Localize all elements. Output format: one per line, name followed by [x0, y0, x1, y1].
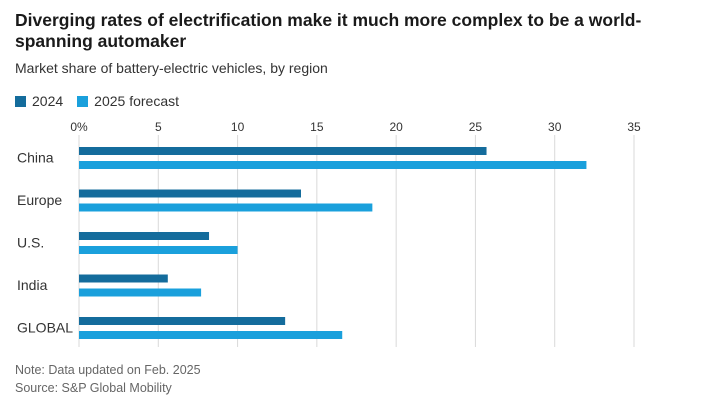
category-label-u-s: U.S. — [17, 235, 44, 251]
x-tick-label-20: 20 — [389, 120, 403, 134]
category-label-china: China — [17, 150, 54, 166]
bar-global-2024 — [79, 317, 286, 325]
chart-note: Note: Data updated on Feb. 2025 — [15, 363, 201, 377]
legend-item-2024: 2024 — [15, 93, 63, 109]
x-tick-label-25: 25 — [469, 120, 483, 134]
chart-subtitle: Market share of battery-electric vehicle… — [15, 60, 328, 76]
legend-swatch-2024 — [15, 95, 26, 107]
legend-label-2024: 2024 — [32, 93, 64, 109]
bar-india-2024 — [79, 274, 168, 283]
x-tick-label-10: 10 — [231, 120, 245, 134]
legend-item-2025-forecast: 2025 forecast — [77, 93, 179, 109]
category-label-europe: Europe — [17, 192, 62, 208]
category-label-global: GLOBAL — [17, 320, 73, 336]
x-tick-label-15: 15 — [310, 120, 324, 134]
chart-legend: 2024 2025 forecast — [15, 93, 193, 109]
legend-swatch-2025-forecast — [77, 95, 89, 107]
x-tick-label-0: 0% — [70, 120, 88, 134]
category-label-india: India — [17, 277, 48, 293]
chart-title: Diverging rates of electrification make … — [15, 10, 642, 51]
bar-china-2025-forecast — [79, 161, 587, 169]
chart-source: Source: S&P Global Mobility — [15, 381, 172, 395]
bar-europe-2025-forecast — [79, 203, 373, 212]
x-tick-label-35: 35 — [627, 120, 641, 134]
bar-europe-2024 — [79, 189, 301, 198]
bar-u-s-2025-forecast — [79, 246, 238, 254]
x-tick-label-5: 5 — [155, 120, 162, 134]
legend-label-2025-forecast: 2025 forecast — [94, 93, 179, 109]
bar-india-2025-forecast — [79, 288, 202, 297]
bar-china-2024 — [79, 147, 487, 155]
bar-global-2025-forecast — [79, 331, 343, 339]
bar-u-s-2024 — [79, 232, 210, 240]
x-tick-label-30: 30 — [548, 120, 562, 134]
